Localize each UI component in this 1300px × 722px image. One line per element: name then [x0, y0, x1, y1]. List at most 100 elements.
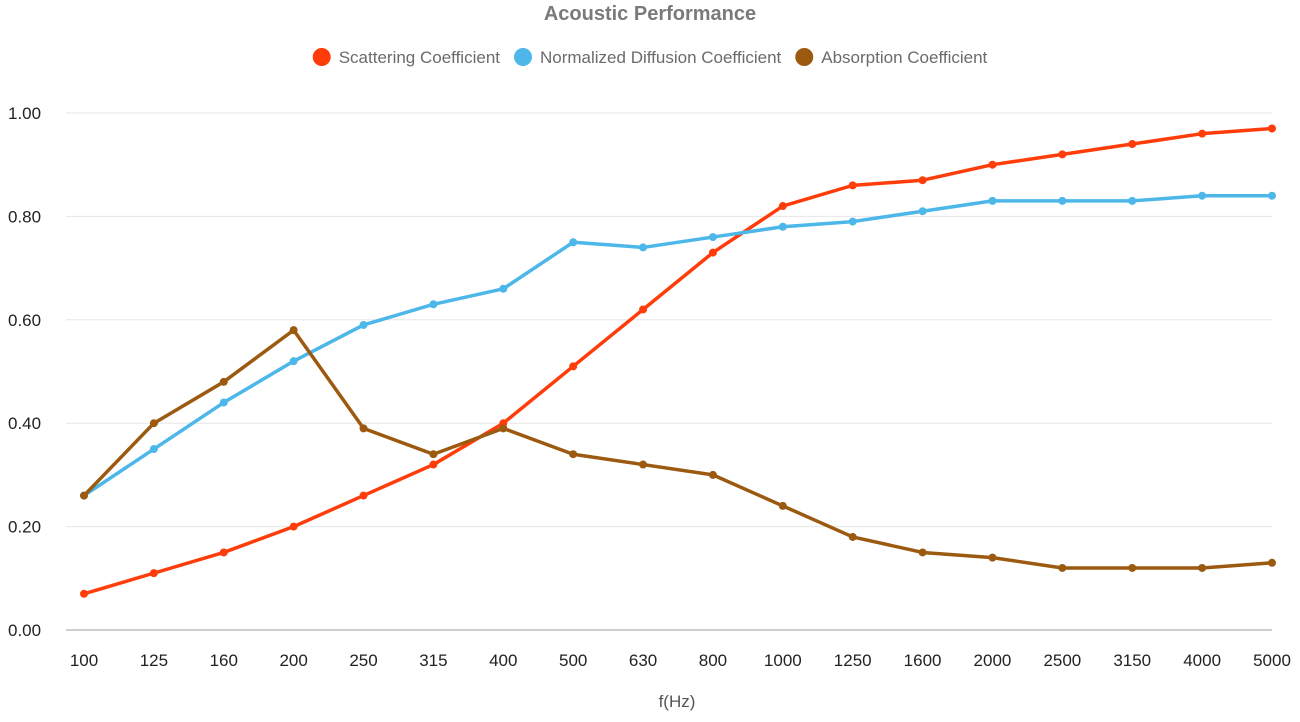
x-tick-label: 2000	[974, 651, 1012, 670]
data-point	[778, 202, 787, 211]
data-point	[708, 248, 717, 257]
legend-label: Normalized Diffusion Coefficient	[540, 48, 782, 67]
data-point	[639, 305, 648, 314]
data-point	[1128, 196, 1137, 205]
x-tick-label: 2500	[1043, 651, 1081, 670]
data-point	[1268, 124, 1276, 133]
x-tick-label: 315	[419, 651, 447, 670]
legend-item: Scattering Coefficient	[312, 48, 501, 67]
data-point	[80, 589, 88, 598]
data-point	[219, 377, 228, 386]
x-tick-label: 1600	[904, 651, 942, 670]
data-point	[848, 532, 857, 541]
y-tick-label: 0.00	[8, 621, 41, 640]
x-tick-label: 400	[489, 651, 517, 670]
legend-marker-icon	[312, 48, 331, 66]
data-point	[219, 548, 228, 557]
x-axis: 100 125 160 200 250 315 400 500 630 800 1000 1250 16…	[70, 651, 1291, 670]
legend-item: Normalized Diffusion Coefficient	[514, 48, 782, 67]
data-point	[1058, 563, 1067, 572]
legend-item: Absorption Coefficient	[795, 48, 988, 67]
data-point	[359, 424, 368, 433]
data-point	[988, 196, 997, 205]
series-line	[82, 193, 1274, 498]
data-point	[708, 233, 717, 242]
x-tick-label: 200	[279, 651, 307, 670]
data-point	[1268, 191, 1276, 200]
series-1	[80, 124, 1276, 598]
series-3	[80, 326, 1276, 572]
y-tick-label: 0.20	[8, 518, 41, 537]
x-tick-label: 250	[349, 651, 377, 670]
x-axis-title: f(Hz)	[659, 692, 696, 711]
data-point	[429, 300, 438, 309]
data-point	[80, 491, 88, 500]
y-tick-label: 0.80	[8, 207, 41, 226]
data-point	[569, 450, 578, 459]
y-axis: 0.00 0.20 0.40 0.60 0.80 1.00	[8, 104, 41, 640]
y-tick-label: 0.40	[8, 414, 41, 433]
data-point	[149, 445, 158, 454]
data-point	[1058, 150, 1067, 159]
series-line	[82, 126, 1274, 596]
data-point	[149, 569, 158, 578]
data-point	[289, 357, 298, 366]
data-point	[569, 362, 578, 371]
y-tick-label: 1.00	[8, 104, 41, 123]
data-point	[1268, 558, 1276, 567]
x-tick-label: 1000	[764, 651, 802, 670]
x-tick-label: 4000	[1183, 651, 1221, 670]
legend-label: Scattering Coefficient	[339, 48, 501, 67]
data-point	[499, 424, 508, 433]
data-point	[848, 181, 857, 190]
data-point	[918, 548, 927, 557]
legend: Scattering Coefficient Normalized Diffusi…	[312, 48, 988, 67]
x-tick-label: 630	[629, 651, 657, 670]
data-point	[429, 450, 438, 459]
data-point	[639, 460, 648, 469]
data-point	[1198, 191, 1207, 200]
data-point	[359, 320, 368, 329]
legend-marker-icon	[514, 48, 532, 66]
legend-marker-icon	[795, 48, 814, 66]
data-point	[988, 160, 997, 169]
grid	[66, 112, 1272, 631]
x-tick-label: 500	[559, 651, 587, 670]
data-point	[639, 243, 648, 252]
legend-label: Absorption Coefficient	[821, 48, 987, 67]
data-point	[289, 522, 298, 531]
data-point	[1128, 563, 1137, 572]
data-point	[429, 460, 438, 469]
y-tick-label: 0.60	[8, 311, 41, 330]
data-point	[1128, 140, 1137, 149]
x-tick-label: 1250	[834, 651, 872, 670]
data-point	[918, 176, 927, 185]
data-point	[359, 491, 368, 500]
series-2	[80, 191, 1276, 500]
data-point	[1198, 129, 1207, 138]
x-tick-label: 125	[140, 651, 168, 670]
data-point	[149, 419, 158, 428]
data-point	[569, 238, 578, 247]
data-point	[778, 501, 787, 510]
x-tick-label: 100	[70, 651, 98, 670]
data-point	[778, 222, 787, 231]
series-line	[82, 328, 1274, 570]
data-point	[988, 553, 997, 562]
data-point	[219, 398, 228, 407]
x-tick-label: 160	[210, 651, 238, 670]
data-point	[848, 217, 857, 226]
x-tick-label: 5000	[1253, 651, 1291, 670]
x-tick-label: 800	[699, 651, 727, 670]
data-point	[918, 207, 927, 216]
data-point	[708, 470, 717, 479]
chart-title: Acoustic Performance	[544, 3, 756, 25]
x-tick-label: 3150	[1113, 651, 1151, 670]
data-point	[289, 326, 298, 335]
data-point	[1058, 196, 1067, 205]
data-point	[1198, 563, 1207, 572]
data-point	[499, 284, 508, 293]
series-group	[80, 124, 1276, 598]
